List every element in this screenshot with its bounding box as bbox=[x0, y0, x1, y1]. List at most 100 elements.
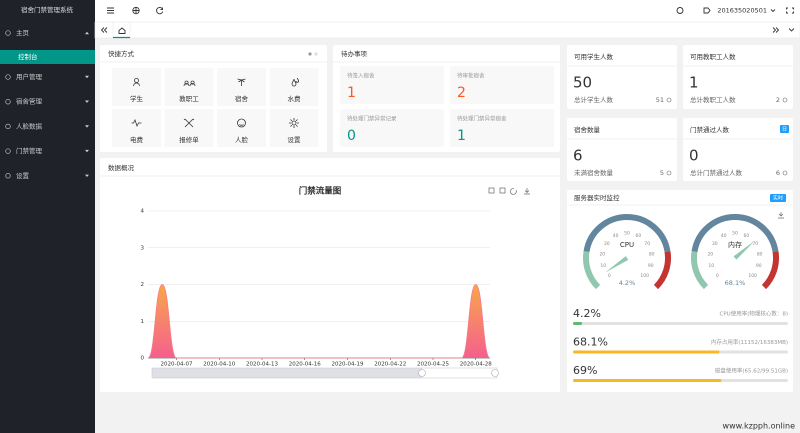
gauge-tick bbox=[640, 223, 645, 231]
todo-box[interactable] bbox=[450, 109, 554, 147]
gauge-tick bbox=[656, 267, 664, 271]
download-icon[interactable] bbox=[778, 212, 784, 219]
progress-bar bbox=[573, 379, 722, 382]
gauge-tick-label: 90 bbox=[756, 263, 762, 269]
gauge-tick-label: 10 bbox=[600, 263, 606, 269]
menu-arrow bbox=[85, 149, 89, 153]
usage-value: 69% bbox=[573, 364, 597, 377]
gauge-title: CPU bbox=[620, 241, 634, 249]
user-name[interactable]: 201635020501 bbox=[717, 7, 767, 15]
menu-item[interactable]: 门禁管理 bbox=[16, 146, 43, 155]
chart-toolbox[interactable] bbox=[488, 187, 530, 195]
menu-item[interactable]: 主页 bbox=[16, 28, 30, 37]
gauge-tick bbox=[765, 251, 773, 254]
menu-icon bbox=[5, 74, 11, 80]
gauge-needle bbox=[733, 240, 755, 260]
stat-subtitle: 总计门禁通过人数 bbox=[690, 168, 743, 177]
todo-box[interactable] bbox=[450, 66, 554, 104]
line bbox=[147, 284, 491, 359]
submenu-item[interactable]: 控制台 bbox=[18, 52, 38, 61]
badge-text: 日 bbox=[782, 127, 787, 133]
stat-title: 宿舍数量 bbox=[574, 125, 601, 134]
todo-label: 待处理门禁异常宿舍 bbox=[457, 115, 507, 123]
x-tick-label: 2020-04-16 bbox=[289, 362, 321, 368]
stat-total: 6 bbox=[776, 169, 780, 177]
menu-icon bbox=[5, 148, 11, 154]
gauge-band bbox=[691, 251, 709, 290]
todo-value: 0 bbox=[347, 128, 356, 144]
todo-value: 2 bbox=[457, 85, 466, 101]
stat-total: 51 bbox=[656, 96, 664, 104]
gauge-tick bbox=[764, 267, 772, 271]
chart-title: 门禁流量图 bbox=[299, 186, 342, 197]
stat-total: 2 bbox=[776, 96, 780, 104]
todo-label: 待处理门禁异常记录 bbox=[347, 115, 397, 123]
menu-item[interactable]: 用户管理 bbox=[16, 72, 43, 81]
gauge-tick-label: 60 bbox=[743, 233, 749, 239]
gauge-needle bbox=[605, 256, 629, 273]
shortcut-box[interactable] bbox=[217, 109, 266, 147]
shortcut-box[interactable] bbox=[217, 68, 266, 106]
shortcut-label[interactable]: 学生 bbox=[130, 94, 144, 103]
gauge-tick-label: 0 bbox=[608, 273, 611, 279]
server-card bbox=[567, 190, 793, 392]
shortcut-label[interactable]: 电费 bbox=[130, 135, 144, 144]
shortcut-box[interactable] bbox=[112, 68, 161, 106]
menu-icon bbox=[5, 30, 11, 36]
shortcut-box[interactable] bbox=[164, 109, 214, 147]
gauge-tick bbox=[589, 251, 597, 254]
data-zoom[interactable] bbox=[151, 367, 499, 379]
shortcut-label[interactable]: 教职工 bbox=[179, 94, 199, 103]
x-tick-label: 2020-04-19 bbox=[332, 362, 364, 368]
y-tick-label: 1 bbox=[141, 319, 145, 325]
x-tick-label: 2020-04-22 bbox=[374, 362, 406, 368]
gauge-tick-label: 100 bbox=[748, 273, 757, 279]
menu-icon bbox=[5, 123, 11, 130]
gauge-tick bbox=[704, 235, 711, 241]
shortcut-label[interactable]: 水费 bbox=[288, 94, 302, 103]
gauge-tick bbox=[717, 223, 722, 231]
gauge-tick-label: 70 bbox=[752, 241, 758, 247]
stat-subtitle: 未满宿舍数量 bbox=[574, 168, 614, 177]
menu-item[interactable]: 设置 bbox=[16, 171, 30, 180]
gauge-band bbox=[761, 251, 779, 290]
gauge-tick-label: 10 bbox=[708, 263, 714, 269]
gauge-tick bbox=[599, 279, 606, 286]
stat-card bbox=[683, 118, 793, 181]
shortcut-icon bbox=[133, 78, 140, 87]
shortcut-icon bbox=[237, 78, 246, 86]
gauge-tick-label: 20 bbox=[599, 252, 605, 258]
gauge-value: 68.1% bbox=[725, 279, 746, 287]
gauge-tick-label: 30 bbox=[712, 241, 718, 247]
stat-icon bbox=[782, 170, 788, 176]
gauge-tick bbox=[748, 223, 753, 231]
stat-total: 5 bbox=[660, 169, 664, 177]
todo-box[interactable] bbox=[340, 66, 444, 104]
menu-active bbox=[0, 50, 95, 64]
shortcut-box[interactable] bbox=[164, 68, 214, 106]
shortcut-label[interactable]: 人脸 bbox=[235, 135, 249, 144]
usage-label: 磁盘使用率(65.62/99.51GB) bbox=[715, 367, 788, 375]
shortcut-label[interactable]: 设置 bbox=[288, 135, 302, 144]
sidebar bbox=[0, 0, 95, 433]
x-tick-label: 2020-04-25 bbox=[417, 362, 449, 368]
menu-item[interactable]: 宿舍管理 bbox=[16, 97, 43, 106]
menu-item[interactable]: 人脸数据 bbox=[16, 121, 43, 130]
carousel-dot[interactable] bbox=[314, 52, 318, 56]
carousel-dot[interactable] bbox=[308, 52, 312, 56]
shortcut-label[interactable]: 宿舍 bbox=[235, 94, 249, 103]
badge bbox=[780, 125, 789, 133]
menu-arrow bbox=[85, 75, 89, 79]
shortcut-icon bbox=[183, 118, 195, 128]
stat-value: 0 bbox=[689, 147, 699, 165]
shortcut-label[interactable]: 报修单 bbox=[179, 135, 199, 144]
shortcut-box[interactable] bbox=[112, 109, 161, 147]
usage-label: CPU使用率(物理核心数：8) bbox=[720, 310, 788, 318]
stat-icon bbox=[782, 97, 788, 103]
gauge-tick-label: 50 bbox=[624, 231, 630, 237]
shortcut-box[interactable] bbox=[269, 68, 319, 106]
todo-box[interactable] bbox=[340, 109, 444, 147]
gauge-band bbox=[583, 214, 671, 253]
gauge-tick bbox=[609, 223, 614, 231]
header-icons[interactable] bbox=[100, 6, 795, 34]
